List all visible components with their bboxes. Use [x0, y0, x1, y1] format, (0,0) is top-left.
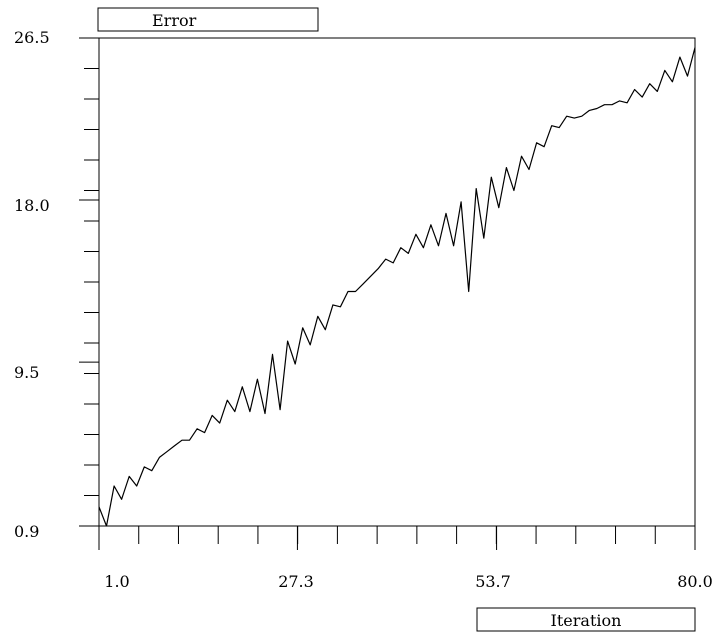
y-tick-label: 26.5	[14, 28, 50, 47]
x-axis-ticks	[98, 526, 696, 550]
plot-frame	[98, 37, 696, 527]
x-tick-label: 27.3	[278, 572, 314, 591]
x-axis-title-box: Iteration	[476, 607, 696, 632]
y-axis-tick-labels: 0.9 9.5 18.0 26.5	[14, 28, 50, 541]
series-line	[98, 47, 696, 527]
x-tick-label: 53.7	[475, 572, 511, 591]
x-tick-label: 80.0	[677, 572, 713, 591]
x-axis-title: Iteration	[551, 611, 622, 630]
x-tick-label: 1.0	[104, 572, 129, 591]
x-axis-tick-labels: 1.0 27.3 53.7 80.0	[104, 572, 713, 591]
y-axis-title-box: Error	[97, 7, 319, 32]
y-axis-ticks	[79, 37, 99, 527]
y-tick-label: 9.5	[14, 363, 39, 382]
series-points	[99, 48, 695, 526]
y-tick-label: 18.0	[14, 196, 50, 215]
y-tick-label: 0.9	[14, 522, 39, 541]
y-axis-title: Error	[152, 11, 197, 30]
